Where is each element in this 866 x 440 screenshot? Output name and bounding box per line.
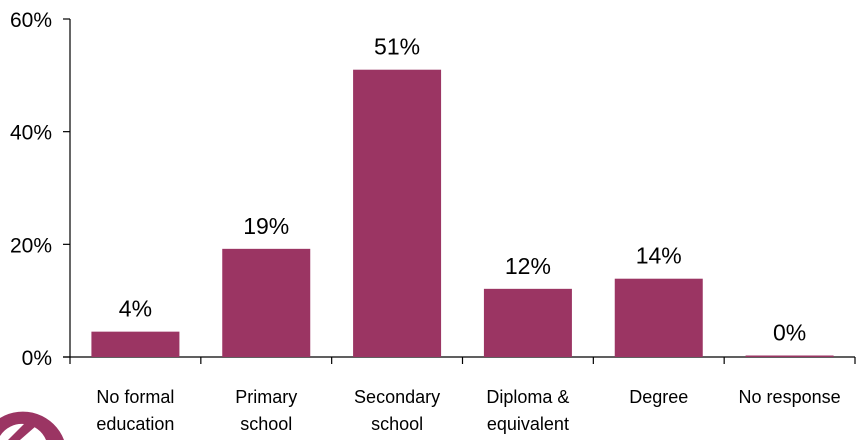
data-label: 51% [374,34,420,60]
bar [353,69,442,357]
bar [91,331,180,357]
y-tick-label: 60% [10,9,52,32]
category-label-line: school [371,414,423,434]
y-axis: 0% 20% 40% 60% [10,9,71,370]
category-label-line: education [96,414,174,434]
category-label: Degree [629,387,688,407]
data-label: 12% [505,253,551,279]
category-label-line: Secondary [354,387,440,407]
data-label: 4% [119,296,152,322]
category-label-line: equivalent [487,414,569,434]
category-label-line: school [240,414,292,434]
bar [483,288,572,357]
category-label: No response [739,387,841,407]
data-label: 19% [243,213,289,239]
bar [222,248,311,357]
category-label-line: Degree [629,387,688,407]
bar [614,278,703,357]
category-label-line: Diploma & [486,387,569,407]
category-label: No formal education [96,387,174,434]
logo-icon [0,411,64,440]
y-tick-label: 20% [10,234,52,257]
data-label: 14% [636,243,682,269]
data-label: 0% [773,320,806,346]
y-tick-label: 0% [22,347,52,370]
bars [91,69,834,357]
category-label: Secondary school [354,387,440,434]
category-label-line: No formal [96,387,174,407]
category-label-line: Primary [235,387,297,407]
bar [745,355,834,357]
category-label-line: No response [739,387,841,407]
y-tick-label: 40% [10,122,52,145]
category-label: Diploma & equivalent [486,387,569,434]
category-label: Primary school [235,387,297,434]
data-labels: 4% 19% 51% 12% 14% 0% [119,34,806,346]
x-axis [63,356,856,364]
